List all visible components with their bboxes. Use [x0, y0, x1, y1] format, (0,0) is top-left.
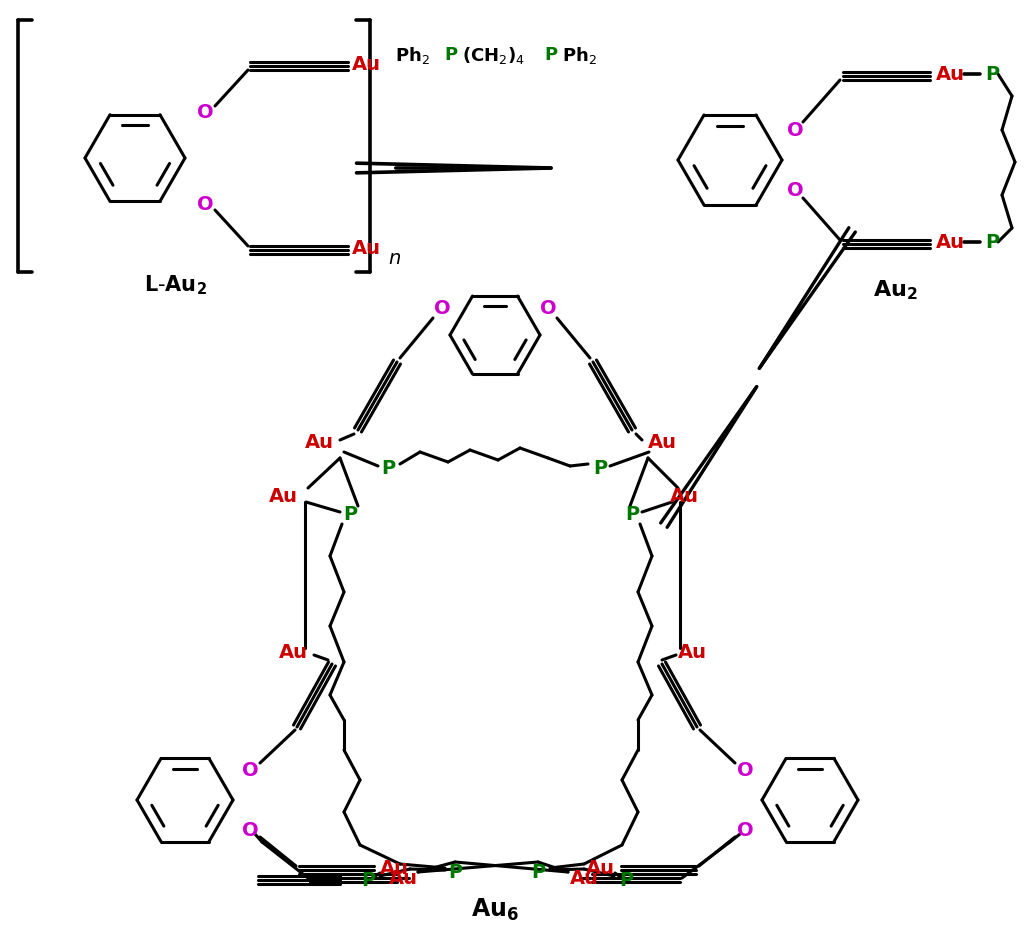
Text: P: P	[544, 46, 557, 64]
Text: Ph$_2$: Ph$_2$	[562, 44, 597, 66]
Text: P: P	[530, 862, 545, 882]
Text: Au: Au	[352, 239, 381, 257]
Text: P: P	[381, 458, 395, 478]
Text: O: O	[242, 760, 258, 780]
Text: (CH$_2$)$_4$: (CH$_2$)$_4$	[462, 44, 525, 66]
Text: Au: Au	[648, 433, 677, 453]
Text: $\mathbf{Au_2}$: $\mathbf{Au_2}$	[872, 278, 918, 302]
Text: O: O	[736, 820, 754, 840]
Text: Au: Au	[670, 486, 699, 506]
Text: Au: Au	[936, 65, 965, 83]
Text: P: P	[343, 505, 357, 523]
Text: n: n	[388, 248, 400, 268]
Text: Au: Au	[678, 644, 707, 662]
Text: O: O	[242, 820, 258, 840]
Text: O: O	[197, 103, 213, 121]
Text: P: P	[985, 65, 999, 83]
Text: Au: Au	[269, 486, 298, 506]
Text: Au: Au	[570, 869, 599, 887]
Text: $\mathbf{Au_6}$: $\mathbf{Au_6}$	[471, 897, 519, 923]
Text: Au: Au	[586, 858, 615, 878]
Text: $\mathbf{L\text{-}Au_2}$: $\mathbf{L\text{-}Au_2}$	[143, 273, 207, 297]
Text: P: P	[625, 505, 639, 523]
Text: P: P	[360, 870, 375, 890]
Text: Au: Au	[352, 55, 381, 73]
Text: O: O	[434, 298, 451, 318]
Text: O: O	[540, 298, 556, 318]
Text: Au: Au	[305, 433, 334, 453]
Text: P: P	[985, 232, 999, 252]
Text: P: P	[447, 862, 462, 882]
Text: Au: Au	[279, 644, 308, 662]
Text: O: O	[786, 120, 803, 140]
Text: O: O	[197, 194, 213, 214]
Text: P: P	[444, 46, 457, 64]
Text: Au: Au	[936, 232, 965, 252]
Text: O: O	[786, 181, 803, 199]
Text: Au: Au	[380, 858, 409, 878]
Text: O: O	[736, 760, 754, 780]
Text: Ph$_2$: Ph$_2$	[395, 44, 430, 66]
Text: P: P	[593, 458, 607, 478]
Text: Au: Au	[389, 869, 418, 887]
Text: P: P	[618, 870, 633, 890]
